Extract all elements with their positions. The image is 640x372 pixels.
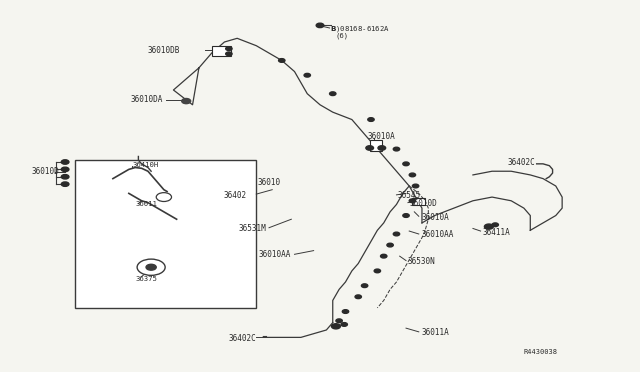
Circle shape <box>355 295 362 299</box>
Circle shape <box>412 184 419 188</box>
Bar <box>75 160 256 308</box>
Text: 36010AA: 36010AA <box>259 250 291 259</box>
Circle shape <box>332 324 340 329</box>
Circle shape <box>378 146 386 150</box>
Bar <box>412 198 425 205</box>
Circle shape <box>61 182 69 186</box>
Circle shape <box>182 99 191 104</box>
Circle shape <box>403 214 409 217</box>
Text: R4430038: R4430038 <box>524 349 558 355</box>
Text: 36010: 36010 <box>257 178 281 187</box>
Circle shape <box>146 264 156 270</box>
Circle shape <box>226 52 232 56</box>
Circle shape <box>409 199 415 203</box>
Text: 36010AA: 36010AA <box>422 230 454 239</box>
Text: 36010DA: 36010DA <box>130 96 163 105</box>
Text: (6): (6) <box>336 32 349 39</box>
Circle shape <box>362 284 368 288</box>
Text: 36010DB: 36010DB <box>147 46 180 55</box>
Text: 36010A: 36010A <box>422 213 450 222</box>
Circle shape <box>336 319 342 323</box>
Circle shape <box>61 174 69 179</box>
Circle shape <box>330 92 336 96</box>
Text: 36010D: 36010D <box>32 167 60 176</box>
Circle shape <box>61 167 69 171</box>
Circle shape <box>368 118 374 121</box>
Text: 36411A: 36411A <box>483 228 510 237</box>
Text: 36402C: 36402C <box>228 334 256 343</box>
Circle shape <box>366 146 374 150</box>
Circle shape <box>374 269 381 273</box>
Text: 36010D: 36010D <box>409 199 437 208</box>
Text: 36545: 36545 <box>397 192 421 201</box>
Text: 36410H: 36410H <box>132 161 158 167</box>
Circle shape <box>304 73 310 77</box>
Text: 36530N: 36530N <box>408 257 436 266</box>
Circle shape <box>278 59 285 62</box>
Circle shape <box>316 23 324 28</box>
Text: 36375: 36375 <box>135 276 157 282</box>
Circle shape <box>226 47 232 51</box>
Circle shape <box>492 223 499 227</box>
Text: 36011: 36011 <box>135 201 157 207</box>
Text: 36010A: 36010A <box>368 132 396 141</box>
Circle shape <box>342 310 349 313</box>
Text: 36531M: 36531M <box>238 224 266 233</box>
Circle shape <box>403 162 409 166</box>
Text: 36402C: 36402C <box>508 157 536 167</box>
Circle shape <box>484 224 493 229</box>
Circle shape <box>156 193 172 202</box>
Circle shape <box>341 323 348 326</box>
Text: 36011A: 36011A <box>422 328 450 337</box>
Text: $\bf{B}$)08168-6162A: $\bf{B}$)08168-6162A <box>330 24 389 34</box>
Circle shape <box>137 259 165 275</box>
Circle shape <box>387 243 394 247</box>
Text: 36402: 36402 <box>223 191 246 200</box>
Circle shape <box>394 232 399 236</box>
Bar <box>370 140 383 151</box>
Circle shape <box>409 173 415 177</box>
Circle shape <box>61 160 69 164</box>
Circle shape <box>394 147 399 151</box>
Circle shape <box>381 254 387 258</box>
Bar <box>212 46 231 57</box>
